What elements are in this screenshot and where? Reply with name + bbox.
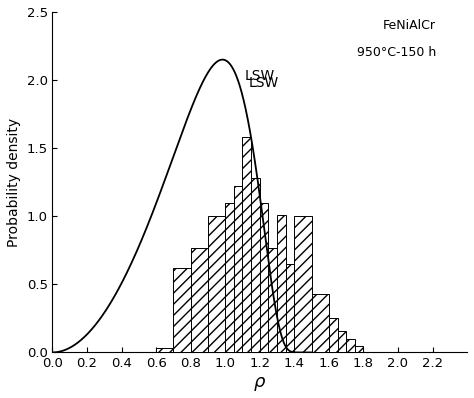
- Text: 950°C-150 h: 950°C-150 h: [357, 46, 436, 59]
- Bar: [286, 264, 294, 352]
- Bar: [311, 294, 329, 352]
- Bar: [294, 216, 311, 352]
- Bar: [225, 203, 234, 352]
- Bar: [156, 348, 173, 352]
- Bar: [277, 215, 286, 352]
- Bar: [355, 345, 364, 352]
- Bar: [329, 318, 337, 352]
- Bar: [346, 339, 355, 352]
- Text: LSW: LSW: [245, 69, 275, 83]
- Bar: [208, 216, 225, 352]
- Bar: [337, 331, 346, 352]
- Bar: [243, 137, 251, 352]
- Text: FeNiAlCr: FeNiAlCr: [383, 19, 436, 32]
- Bar: [173, 268, 191, 352]
- Bar: [234, 186, 243, 352]
- Bar: [191, 248, 208, 352]
- Bar: [251, 178, 260, 352]
- Bar: [268, 248, 277, 352]
- Y-axis label: Probability density: Probability density: [7, 118, 21, 247]
- X-axis label: ρ: ρ: [254, 373, 265, 391]
- Text: LSW: LSW: [248, 76, 279, 90]
- Bar: [260, 203, 268, 352]
